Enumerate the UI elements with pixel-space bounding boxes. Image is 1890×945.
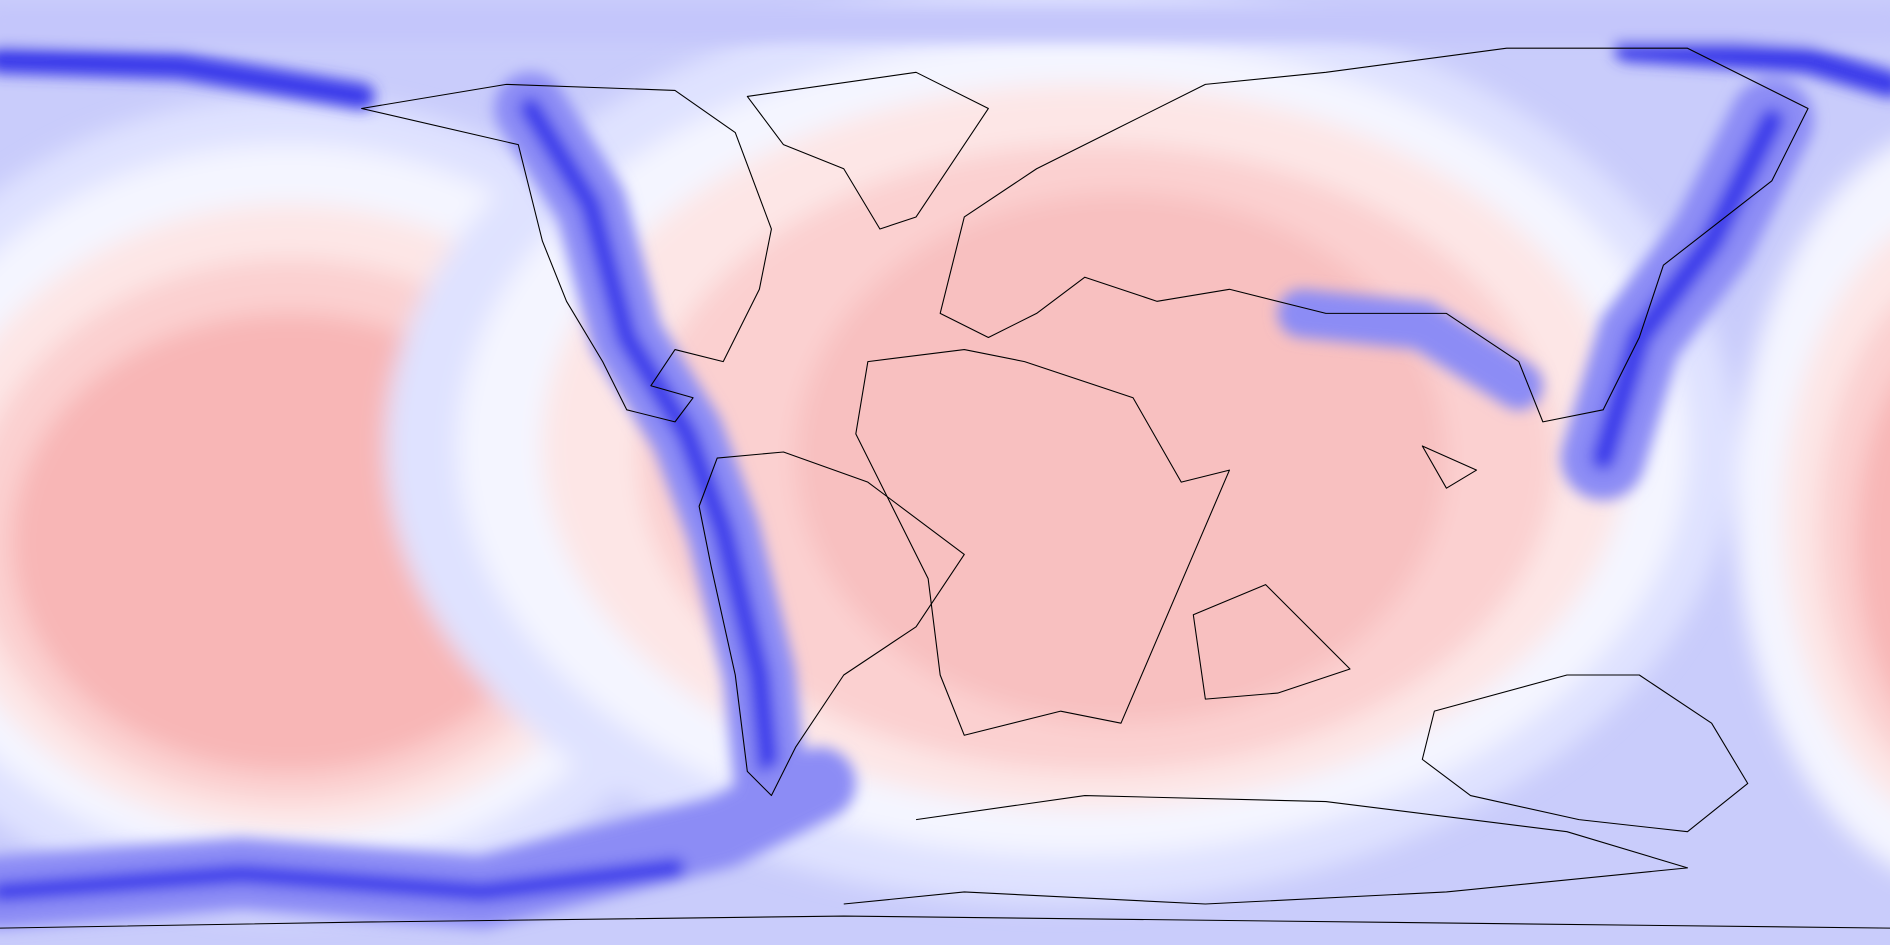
field-cold-shape [519,97,783,807]
coastlines [0,47,1890,929]
coastlines-shape [746,71,989,230]
coastlines-shape [361,83,772,423]
field-warm-shape [1856,391,1890,693]
field-warm-shape [795,192,1447,724]
field-cold-shape [1277,289,1543,410]
coastlines-shape [855,349,1231,736]
field-cold-shape [1591,108,1784,471]
coastlines-shape [939,47,1809,423]
field-cold-shape [1613,34,1890,98]
field-cold-shape [0,858,685,902]
coastlines-shape [698,451,965,797]
coastlines-shape [0,915,1890,929]
field-warm [0,0,1890,916]
field-cold [0,6,1890,929]
field-cold-shape [0,47,375,110]
coastlines-shape [1421,445,1478,489]
coastlines-shape [1192,584,1351,700]
coastlines-shape [1421,674,1749,833]
coastlines-shape [843,794,1689,905]
